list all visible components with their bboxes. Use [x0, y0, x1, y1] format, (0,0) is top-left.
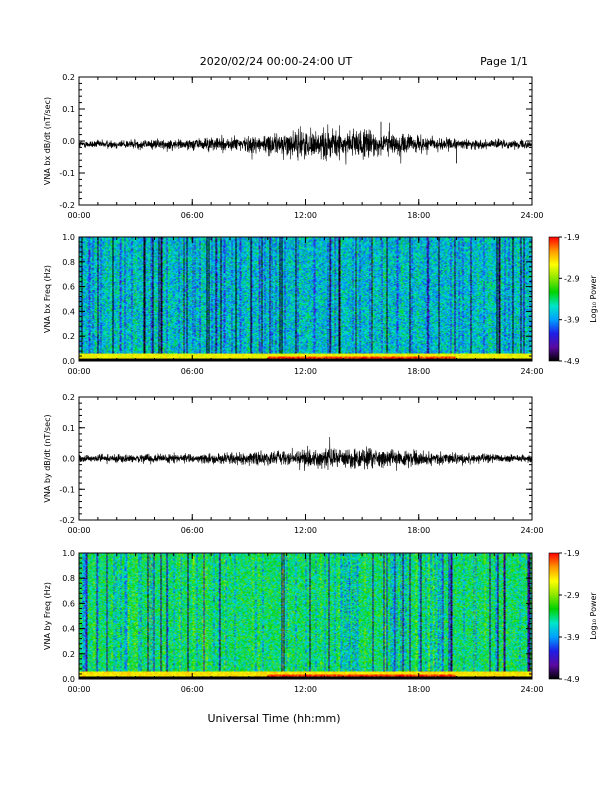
- x-tick-label: 24:00: [520, 526, 543, 535]
- colorbar-label: Log₁₀ Power: [589, 592, 598, 640]
- x-tick-label: 00:00: [67, 211, 90, 220]
- colorbar-tick-label: -3.9: [564, 316, 580, 325]
- by-waveform-panel: 00:00 06:00 12:00 18:00 24:00 -0.2 -0.1 0.0 0.1 0…: [43, 393, 544, 535]
- colorbar-tick-label: -4.9: [564, 357, 580, 366]
- y-tick-label: -0.1: [59, 169, 75, 178]
- y-tick-label: 0.2: [62, 393, 75, 402]
- y-tick-label: 1.0: [62, 549, 75, 558]
- x-tick-label: 06:00: [181, 526, 204, 535]
- spectrogram-image: [79, 553, 532, 679]
- colorbar-tick-label: -3.9: [564, 633, 580, 642]
- y-tick-label: 0.2: [62, 332, 75, 341]
- x-tick-label: 00:00: [67, 526, 90, 535]
- y-tick-label: 0.4: [62, 307, 75, 316]
- colorbar: [548, 236, 560, 362]
- x-tick-label: 18:00: [407, 526, 430, 535]
- colorbar: [548, 552, 560, 680]
- x-tick-label: 12:00: [294, 367, 317, 376]
- y-tick-label: 0.6: [62, 283, 75, 292]
- y-tick-label: -0.1: [59, 485, 75, 494]
- y-tick-label: 0.1: [62, 424, 75, 433]
- y-tick-label: 0.0: [62, 675, 75, 684]
- x-axis-title: Universal Time (hh:mm): [208, 712, 341, 725]
- y-tick-label: 1.0: [62, 233, 75, 242]
- y-tick-label: 0.2: [62, 650, 75, 659]
- y-tick-label: -0.2: [59, 201, 75, 210]
- colorbar-tick-label: -4.9: [564, 675, 580, 684]
- y-axis-label: VNA by dB/dt (nT/sec): [43, 414, 52, 502]
- y-tick-label: 0.0: [62, 137, 75, 146]
- bx-spectrogram-panel: 00:00 06:00 12:00 18:00 24:00 0.0 0.2 0.4 0.6 0.8…: [43, 233, 598, 376]
- x-tick-label: 06:00: [181, 685, 204, 694]
- y-tick-label: 0.0: [62, 357, 75, 366]
- by-spectrogram-panel: 00:00 06:00 12:00 18:00 24:00 0.0 0.2 0.4 0.6 0.8…: [43, 549, 598, 694]
- figure-title: 2020/02/24 00:00-24:00 UT: [200, 55, 353, 68]
- x-tick-label: 18:00: [407, 685, 430, 694]
- x-tick-label: 18:00: [407, 367, 430, 376]
- y-tick-label: 0.4: [62, 625, 75, 634]
- x-tick-label: 00:00: [67, 367, 90, 376]
- waveform-trace: [79, 122, 532, 165]
- page-indicator: Page 1/1: [480, 55, 528, 68]
- x-tick-label: 12:00: [294, 685, 317, 694]
- y-tick-label: -0.2: [59, 516, 75, 525]
- colorbar-tick-label: -2.9: [564, 274, 580, 283]
- x-tick-label: 12:00: [294, 211, 317, 220]
- y-axis-label: VNA by Freq (Hz): [43, 582, 52, 650]
- colorbar-tick-label: -2.9: [564, 591, 580, 600]
- x-tick-label: 24:00: [520, 685, 543, 694]
- x-tick-label: 06:00: [181, 211, 204, 220]
- colorbar-tick-label: -1.9: [564, 549, 580, 558]
- y-tick-label: 0.8: [62, 258, 75, 267]
- bx-waveform-panel: 00:00 06:00 12:00 18:00 24:00 -0.2 -0.1 0.0 0.1 0…: [43, 73, 544, 220]
- waveform-trace: [79, 437, 532, 471]
- y-axis-label: VNA bx Freq (Hz): [43, 265, 52, 333]
- y-tick-label: 0.8: [62, 574, 75, 583]
- x-tick-label: 24:00: [520, 211, 543, 220]
- y-tick-label: 0.0: [62, 455, 75, 464]
- colorbar-tick-label: -1.9: [564, 233, 580, 242]
- x-tick-label: 24:00: [520, 367, 543, 376]
- y-tick-label: 0.2: [62, 73, 75, 82]
- y-axis-label: VNA bx dB/dt (nT/sec): [43, 97, 52, 185]
- x-tick-label: 00:00: [67, 685, 90, 694]
- x-tick-label: 06:00: [181, 367, 204, 376]
- spectrogram-image: [79, 237, 532, 361]
- x-tick-label: 18:00: [407, 211, 430, 220]
- y-tick-label: 0.1: [62, 105, 75, 114]
- y-tick-label: 0.6: [62, 599, 75, 608]
- x-tick-label: 12:00: [294, 526, 317, 535]
- colorbar-label: Log₁₀ Power: [589, 275, 598, 323]
